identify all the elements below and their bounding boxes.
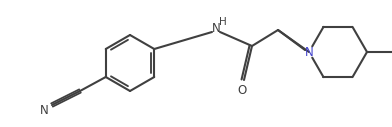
Text: H: H [219, 17, 227, 27]
Text: N: N [212, 21, 220, 35]
Text: O: O [238, 83, 247, 97]
Text: N: N [40, 105, 48, 117]
Text: N: N [305, 45, 313, 59]
